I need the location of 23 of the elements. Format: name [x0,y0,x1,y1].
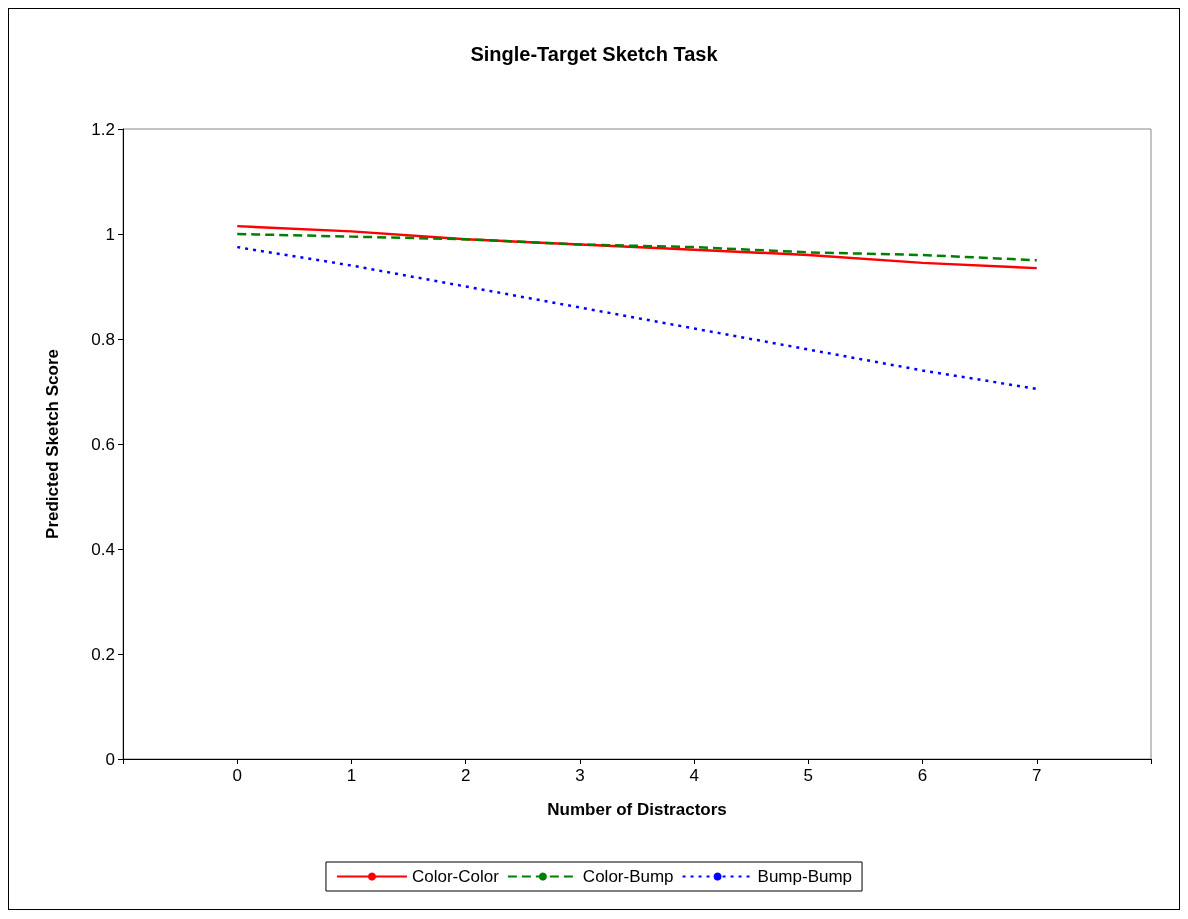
y-tick-label: 1.2 [91,119,115,139]
x-tick-label: 3 [575,766,585,785]
legend-label: Bump-Bump [757,867,853,886]
legend-label: Color-Bump [582,867,674,886]
x-tick-label: 6 [917,766,928,785]
x-tick-label: 7 [1032,766,1042,785]
y-tick-label: 1 [105,224,115,244]
x-axis-title: Number of Distractors [547,800,727,819]
x-tick-label: 5 [803,766,814,785]
chart-title: Single-Target Sketch Task [470,43,719,65]
x-tick-label: 2 [460,766,471,785]
y-tick-label: 0.6 [91,434,115,454]
x-tick-label: 1 [346,766,357,785]
legend-label: Color-Color [411,867,500,886]
y-tick-label: 0.4 [91,539,115,559]
x-tick-label: 0 [232,766,242,785]
y-tick-label: 0 [105,749,115,769]
line-series [235,232,1039,262]
y-tick-label: 0.2 [91,644,115,664]
y-tick-label: 0.8 [91,329,115,349]
x-tick-label: 4 [689,766,699,785]
line-series [235,245,1039,391]
y-axis-title: Predicted Sketch Score [43,349,62,539]
